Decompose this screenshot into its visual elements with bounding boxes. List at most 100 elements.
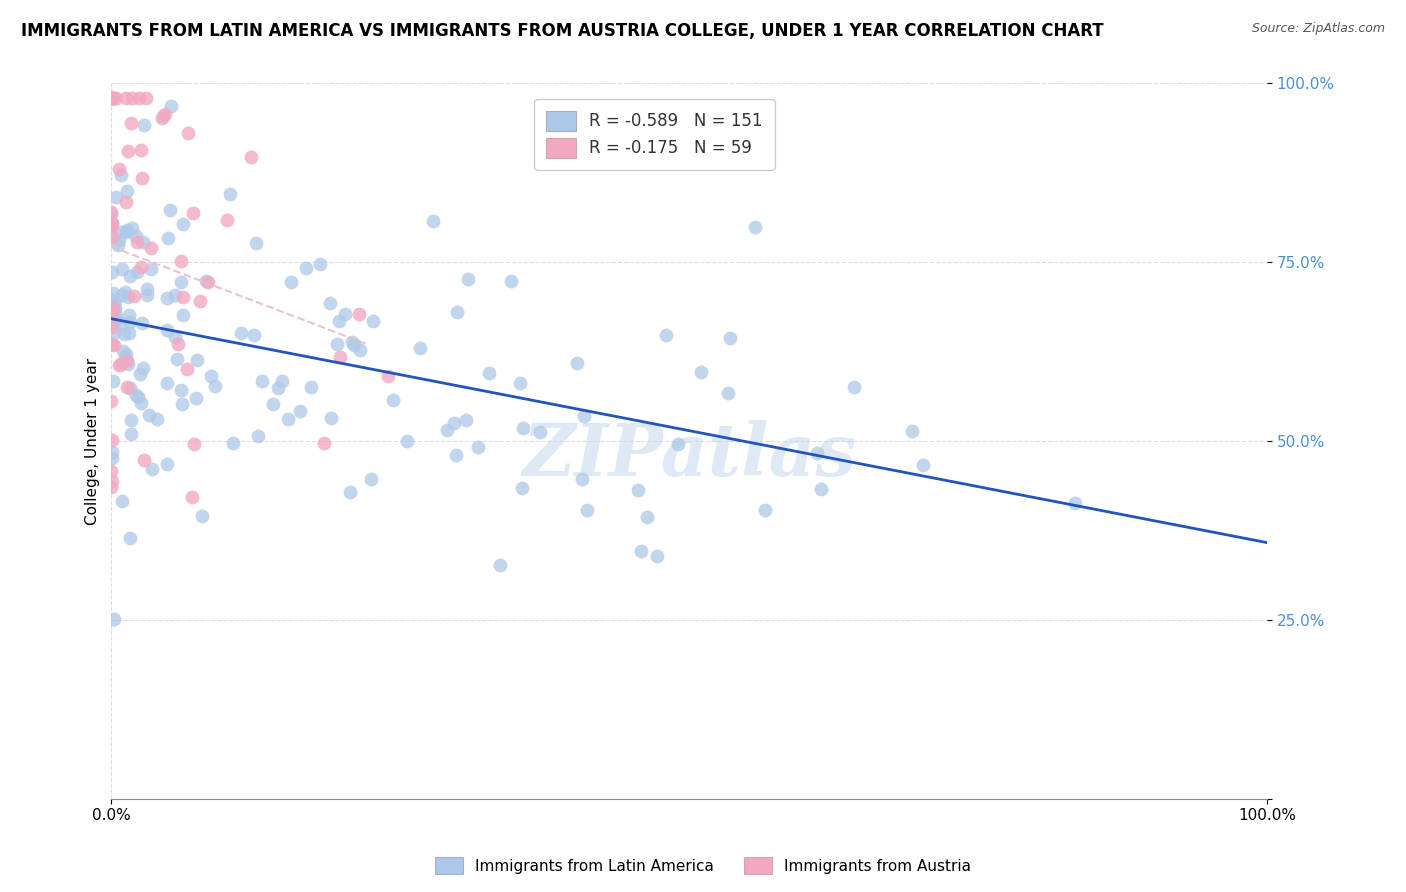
Point: [636, 509, 658, 524]
Point: [122, 289, 145, 303]
Point: [717, 386, 740, 401]
Point: [250, 374, 273, 388]
Point: [409, 341, 432, 355]
Point: [262, 397, 284, 411]
Point: [104, 91, 127, 105]
Point: [101, 216, 124, 230]
Point: [114, 91, 136, 105]
Point: [100, 303, 122, 318]
Point: [172, 290, 194, 304]
Point: [125, 265, 148, 279]
Point: [153, 107, 176, 121]
Point: [121, 220, 143, 235]
Point: [127, 235, 149, 250]
Point: [117, 223, 139, 237]
Point: [118, 326, 141, 340]
Point: [100, 394, 122, 409]
Point: [100, 220, 122, 235]
Point: [131, 316, 153, 330]
Point: [335, 307, 357, 321]
Point: [176, 362, 198, 376]
Point: [150, 111, 173, 125]
Point: [110, 357, 132, 371]
Point: [110, 316, 132, 330]
Point: [100, 433, 122, 447]
Point: [172, 308, 194, 322]
Point: [124, 229, 146, 244]
Point: [510, 481, 533, 495]
Point: [103, 91, 125, 105]
Point: [117, 358, 139, 372]
Point: [160, 98, 183, 112]
Point: [155, 376, 177, 390]
Point: [131, 170, 153, 185]
Legend: R = -0.589   N = 151, R = -0.175   N = 59: R = -0.589 N = 151, R = -0.175 N = 59: [534, 99, 775, 169]
Point: [114, 225, 136, 239]
Point: [218, 187, 240, 202]
Point: [630, 544, 652, 558]
Point: [280, 276, 302, 290]
Point: [181, 490, 204, 504]
Point: [754, 502, 776, 516]
Point: [190, 508, 212, 523]
Point: [120, 531, 142, 545]
Point: [103, 285, 125, 300]
Point: [101, 305, 124, 319]
Point: [156, 457, 179, 471]
Point: [114, 351, 136, 365]
Point: [111, 494, 134, 508]
Point: [167, 336, 190, 351]
Point: [120, 116, 142, 130]
Point: [436, 423, 458, 437]
Point: [844, 380, 866, 394]
Point: [246, 429, 269, 443]
Point: [100, 450, 122, 465]
Point: [343, 338, 366, 352]
Point: [100, 293, 122, 307]
Point: [117, 380, 139, 394]
Point: [100, 229, 122, 244]
Point: [810, 483, 832, 497]
Point: [690, 365, 713, 379]
Point: [565, 356, 588, 370]
Point: [127, 390, 149, 404]
Point: [170, 383, 193, 397]
Point: [457, 272, 479, 286]
Point: [115, 184, 138, 198]
Point: [299, 380, 322, 394]
Point: [139, 261, 162, 276]
Point: [197, 275, 219, 289]
Legend: Immigrants from Latin America, Immigrants from Austria: Immigrants from Latin America, Immigrant…: [429, 851, 977, 880]
Point: [156, 291, 179, 305]
Point: [120, 269, 142, 284]
Point: [115, 347, 138, 361]
Point: [132, 361, 155, 376]
Point: [571, 472, 593, 486]
Point: [444, 448, 467, 462]
Point: [360, 472, 382, 486]
Point: [101, 306, 124, 320]
Point: [135, 91, 157, 105]
Point: [572, 409, 595, 423]
Point: [100, 204, 122, 219]
Point: [645, 549, 668, 563]
Point: [138, 409, 160, 423]
Point: [120, 381, 142, 395]
Point: [186, 353, 208, 368]
Point: [111, 343, 134, 358]
Point: [184, 392, 207, 406]
Point: [103, 301, 125, 315]
Point: [100, 464, 122, 478]
Point: [319, 411, 342, 425]
Point: [204, 379, 226, 393]
Point: [100, 480, 122, 494]
Point: [101, 475, 124, 489]
Point: [101, 91, 124, 105]
Point: [101, 445, 124, 459]
Text: IMMIGRANTS FROM LATIN AMERICA VS IMMIGRANTS FROM AUSTRIA COLLEGE, UNDER 1 YEAR C: IMMIGRANTS FROM LATIN AMERICA VS IMMIGRA…: [21, 22, 1104, 40]
Point: [170, 397, 193, 411]
Point: [443, 417, 465, 431]
Point: [165, 288, 187, 302]
Point: [110, 169, 132, 183]
Point: [172, 217, 194, 231]
